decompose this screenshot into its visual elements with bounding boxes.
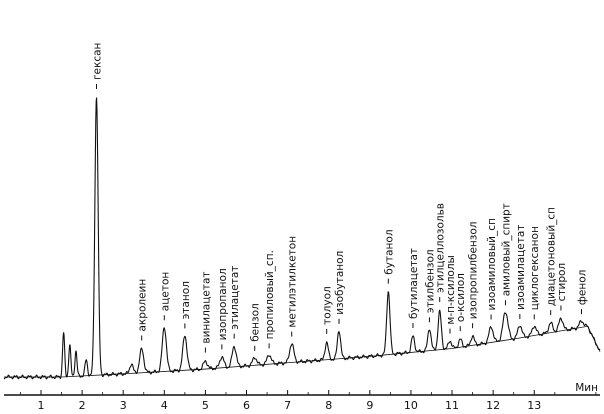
peak-label: гексан xyxy=(92,43,104,80)
x-tick-label: 3 xyxy=(120,399,127,412)
peak-label: акролеин xyxy=(137,279,149,332)
peak-label: этилбензол xyxy=(424,249,436,313)
x-tick-label: 13 xyxy=(527,399,541,412)
peak-label: м-п-ксилолы xyxy=(445,255,457,324)
peak-label: винилацетат xyxy=(200,271,212,343)
x-tick-label: 8 xyxy=(325,399,332,412)
peak-label: стирол xyxy=(556,263,568,302)
peak-labels: гексан акролеин ацетон этанол винилацетат изо… xyxy=(92,43,589,353)
x-tick-label: 10 xyxy=(404,399,418,412)
x-tick-label: 11 xyxy=(445,399,459,412)
peak-label: бутилацетат xyxy=(408,248,420,319)
x-tick-label: 4 xyxy=(161,399,168,412)
peak-label: пропиловый_сп. xyxy=(264,250,276,339)
peak-label: бензол xyxy=(250,303,262,342)
x-axis: 1 2 3 4 5 6 7 8 9 10 11 12 13 xyxy=(4,390,600,412)
peak-label: изоамиловый_сп xyxy=(486,218,498,310)
peak-label: изоамилацетат xyxy=(515,225,527,310)
x-tick-label: 1 xyxy=(37,399,44,412)
x-tick-label: 6 xyxy=(243,399,250,412)
baseline-trace xyxy=(4,325,601,378)
signal-trace xyxy=(3,97,601,380)
peak-label: изопропанол xyxy=(217,268,229,340)
peak-label: о-ксилол xyxy=(455,273,467,322)
peak-label: этанол xyxy=(180,281,192,319)
peak-label: фенол xyxy=(577,270,589,305)
peak-label: циклогексанон xyxy=(529,226,541,310)
x-axis-unit-label: Мин xyxy=(575,382,598,394)
x-tick-label: 2 xyxy=(79,399,86,412)
peak-label: бутанол xyxy=(383,229,395,274)
peak-label: этилцеллозольв xyxy=(435,203,447,293)
x-tick-label: 9 xyxy=(366,399,373,412)
peak-label: этилацетат xyxy=(229,266,241,330)
peak-label: изопропилбензол xyxy=(468,221,480,319)
peak-label: толуол xyxy=(322,286,334,325)
peak-label: диацетоновый_сп xyxy=(546,207,558,306)
peak-label: метилэтилкетон xyxy=(287,236,299,328)
x-tick-label: 12 xyxy=(486,399,500,412)
peak-label: изобутанол xyxy=(334,251,346,315)
peak-label: ацетон xyxy=(159,272,171,311)
signal-layer xyxy=(3,97,601,380)
x-tick-label: 5 xyxy=(202,399,209,412)
peak-label: амиловый_спирт xyxy=(501,203,513,296)
x-tick-label: 7 xyxy=(284,399,291,412)
